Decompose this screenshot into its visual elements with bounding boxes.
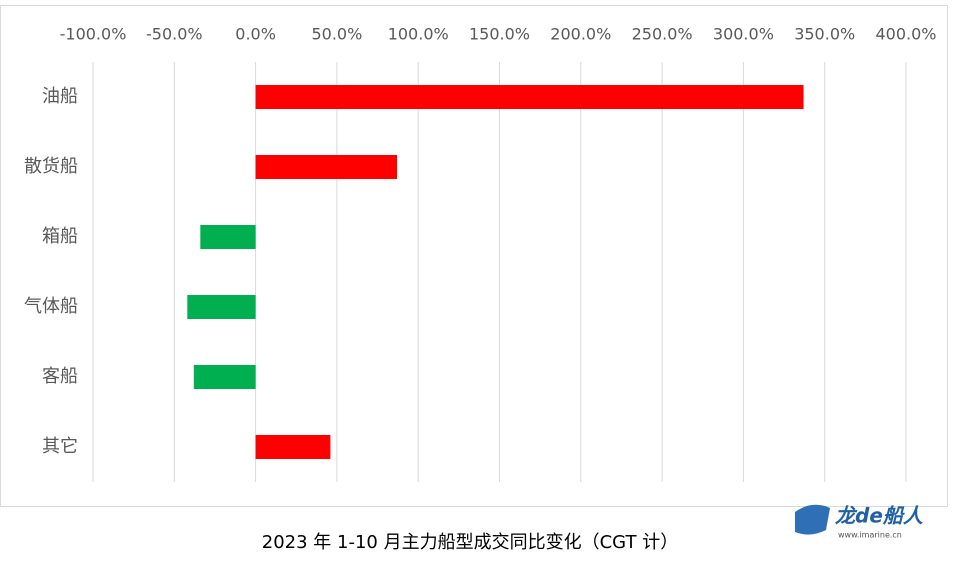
watermark-logo: [795, 504, 830, 535]
x-tick-label: 300.0%: [713, 25, 774, 44]
x-tick-label: 350.0%: [794, 25, 855, 44]
y-tick-label: 其它: [42, 436, 78, 457]
y-tick-label: 客船: [42, 366, 78, 387]
x-tick-label: 0.0%: [235, 25, 276, 44]
bar: [255, 155, 398, 179]
bar: [255, 435, 331, 459]
x-tick-label: -100.0%: [60, 25, 127, 44]
bar: [200, 225, 256, 249]
watermark-brand: 龙de船人: [835, 504, 924, 528]
chart-caption: 2023 年 1-10 月主力船型成交同比变化（CGT 计）: [262, 532, 678, 553]
x-tick-label: 150.0%: [469, 25, 530, 44]
x-tick-label: 250.0%: [632, 25, 693, 44]
y-tick-label: 油船: [42, 86, 78, 107]
y-tick-label: 箱船: [42, 226, 78, 247]
x-tick-label: 400.0%: [875, 25, 936, 44]
chart-border: [0, 5, 948, 507]
x-tick-label: 200.0%: [550, 25, 611, 44]
watermark: 龙de船人 www.imarine.cn: [795, 504, 924, 540]
bar: [193, 365, 256, 389]
watermark-url: www.imarine.cn: [838, 531, 902, 540]
x-tick-label: 50.0%: [311, 25, 362, 44]
x-tick-label: 100.0%: [388, 25, 449, 44]
bar: [187, 295, 256, 319]
y-tick-label: 气体船: [24, 296, 78, 317]
bar: [255, 85, 804, 109]
y-tick-label: 散货船: [24, 156, 78, 177]
x-tick-label: -50.0%: [146, 25, 203, 44]
